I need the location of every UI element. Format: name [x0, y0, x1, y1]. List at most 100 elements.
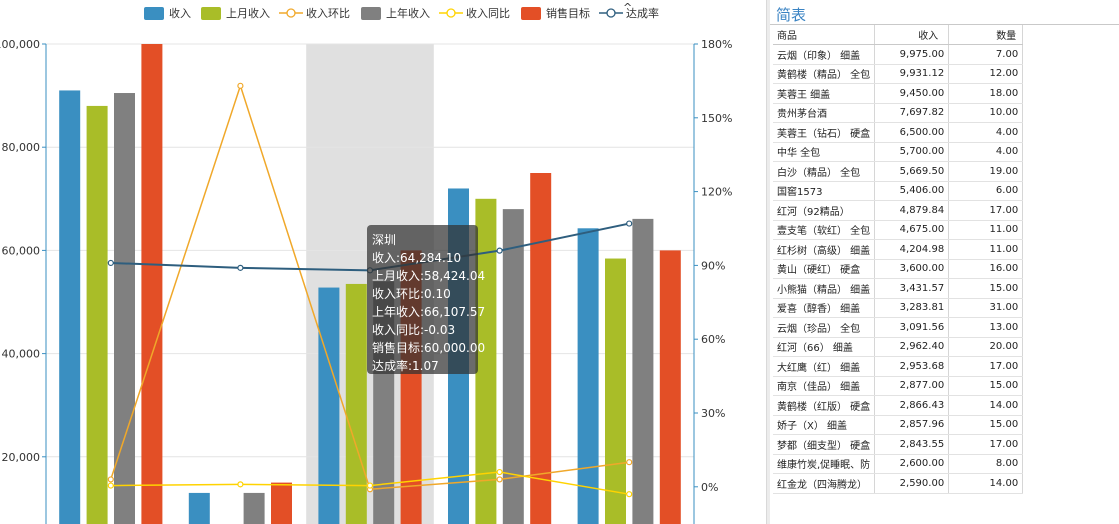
point-达成率[interactable] [237, 264, 244, 271]
column-header-product[interactable]: 商品 [773, 25, 876, 45]
bar-收入[interactable] [59, 90, 81, 524]
legend-swatch-收入[interactable] [144, 7, 164, 20]
bar-上月收入[interactable] [86, 105, 108, 524]
table-row[interactable]: 红河（92精品） 4,879.84 17.00 [773, 200, 1024, 221]
revenue-cell: 2,600.00 [874, 454, 950, 474]
legend-swatch-上年收入[interactable] [361, 7, 381, 20]
table-row[interactable]: 小熊猫（精品） 细盖 3,431.57 15.00 [773, 278, 1024, 299]
table-row[interactable]: 爱喜（醇香） 细盖 3,283.81 31.00 [773, 298, 1024, 318]
bar-上月收入[interactable] [605, 258, 626, 524]
tooltip-line: 上年收入:66,107.57 [372, 305, 486, 319]
summary-table-panel: 简表 商品 收入 数量 云烟（印象） 细盖 9,975.00 7.00 黄鹤楼（精品）… [770, 0, 1119, 524]
point-收入环比[interactable] [496, 476, 503, 483]
table-row[interactable]: 芙蓉王 细盖 9,450.00 18.00 [773, 83, 1024, 104]
collapse-legend-icon[interactable]: ^ [623, 1, 632, 14]
point-收入环比[interactable] [237, 82, 244, 89]
point-收入同比[interactable] [626, 491, 633, 498]
quantity-cell: 17.00 [948, 434, 1024, 455]
product-cell: 芙蓉王（钻石） 硬盒 [773, 122, 876, 143]
table-row[interactable]: 红河（66） 细盖 2,962.40 20.00 [773, 337, 1024, 357]
table-row[interactable]: 大红鹰（红） 细盖 2,953.68 17.00 [773, 356, 1024, 377]
product-cell: 贵州茅台酒 [773, 103, 876, 123]
legend-marker-达成率 [606, 8, 616, 18]
revenue-cell: 5,406.00 [874, 181, 950, 201]
bar-销售目标[interactable] [141, 44, 163, 524]
point-收入环比[interactable] [107, 476, 114, 483]
table-row[interactable]: 红杉树（高级） 细盖 4,204.98 11.00 [773, 239, 1024, 260]
point-达成率[interactable] [496, 247, 503, 254]
legend-label[interactable]: 收入同比 [466, 6, 510, 20]
quantity-cell: 6.00 [948, 181, 1024, 201]
product-cell: 红河（92精品） [773, 200, 876, 221]
bar-上月收入[interactable] [345, 283, 367, 524]
revenue-cell: 3,091.56 [874, 317, 950, 338]
revenue-cell: 4,879.84 [874, 200, 950, 221]
quantity-cell: 11.00 [948, 220, 1024, 240]
table-row[interactable]: 红金龙（四海腾龙） 2,590.00 14.00 [773, 473, 1024, 494]
point-收入同比[interactable] [237, 481, 244, 488]
table-row[interactable]: 娇子（X） 细盖 2,857.96 15.00 [773, 415, 1024, 435]
y-left-tick-label: 100,000 [0, 38, 40, 51]
column-header-quantity[interactable]: 数量 [948, 25, 1024, 45]
table-row[interactable]: 黄鹤楼（红版） 硬盒 2,866.43 14.00 [773, 395, 1024, 416]
point-收入同比[interactable] [366, 482, 374, 489]
bar-销售目标[interactable] [271, 482, 292, 524]
table-row[interactable]: 云烟（珍品） 全包 3,091.56 13.00 [773, 317, 1024, 338]
table-row[interactable]: 壹支笔（软红） 全包 4,675.00 11.00 [773, 220, 1024, 240]
point-收入同比[interactable] [107, 482, 114, 489]
point-收入同比[interactable] [496, 468, 503, 476]
table-row[interactable]: 南京（佳品） 细盖 2,877.00 15.00 [773, 376, 1024, 396]
table-row[interactable]: 芙蓉王（钻石） 硬盒 6,500.00 4.00 [773, 122, 1024, 143]
point-达成率[interactable] [626, 220, 633, 227]
bar-上年收入[interactable] [243, 492, 265, 524]
bar-收入[interactable] [188, 492, 210, 524]
revenue-cell: 3,431.57 [874, 278, 950, 299]
panel-splitter[interactable] [766, 0, 770, 524]
legend-swatch-上月收入[interactable] [201, 7, 221, 20]
table-row[interactable]: 云烟（印象） 细盖 9,975.00 7.00 [773, 44, 1024, 65]
table-row[interactable]: 黄山（硬红） 硬盒 3,600.00 16.00 [773, 259, 1024, 279]
tooltip-line: 收入:64,284.10 [372, 251, 462, 265]
revenue-cell: 2,962.40 [874, 337, 950, 357]
revenue-cell: 9,450.00 [874, 83, 950, 104]
legend-label[interactable]: 达成率 [626, 6, 659, 20]
table-row[interactable]: 梦都（细支型） 硬盒 2,843.55 17.00 [773, 434, 1024, 455]
bar-上月收入[interactable] [475, 198, 497, 524]
y-right-tick-label: 150% [701, 112, 732, 125]
product-cell: 中华 全包 [773, 142, 876, 162]
legend-label[interactable]: 上月收入 [226, 6, 270, 20]
table-row[interactable]: 中华 全包 5,700.00 4.00 [773, 142, 1024, 162]
legend-label[interactable]: 上年收入 [386, 6, 430, 20]
bar-销售目标[interactable] [530, 173, 552, 524]
revenue-cell: 2,590.00 [874, 473, 950, 494]
point-收入环比[interactable] [626, 459, 633, 466]
legend-label[interactable]: 收入环比 [306, 6, 350, 20]
column-header-revenue[interactable]: 收入 [874, 25, 950, 45]
tooltip-line: 深圳 [372, 233, 397, 247]
bar-上年收入[interactable] [502, 209, 524, 524]
product-cell: 红金龙（四海腾龙） [773, 473, 876, 494]
table-row[interactable]: 维康竹炭,促睡眠、防 2,600.00 8.00 [773, 454, 1024, 474]
legend-label[interactable]: 收入 [169, 6, 191, 20]
bar-收入[interactable] [577, 228, 599, 524]
quantity-cell: 15.00 [948, 415, 1024, 435]
quantity-cell: 17.00 [948, 200, 1024, 221]
bar-上年收入[interactable] [114, 93, 135, 524]
product-cell: 黄鹤楼（红版） 硬盒 [773, 395, 876, 416]
bar-上年收入[interactable] [632, 218, 654, 524]
table-row[interactable]: 贵州茅台酒 7,697.82 10.00 [773, 103, 1024, 123]
quantity-cell: 18.00 [948, 83, 1024, 104]
table-row[interactable]: 白沙（精品） 全包 5,669.50 19.00 [773, 161, 1024, 182]
revenue-cell: 4,204.98 [874, 239, 950, 260]
product-cell: 爱喜（醇香） 细盖 [773, 298, 876, 318]
table-title-divider [770, 24, 1119, 25]
bar-销售目标[interactable] [659, 250, 681, 524]
quantity-cell: 31.00 [948, 298, 1024, 318]
point-达成率[interactable] [107, 259, 114, 267]
legend-swatch-销售目标[interactable] [521, 7, 541, 20]
legend-label[interactable]: 销售目标 [546, 6, 590, 20]
y-right-tick-label: 60% [701, 333, 725, 346]
table-row[interactable]: 国窖1573 5,406.00 6.00 [773, 181, 1024, 201]
table-row[interactable]: 黄鹤楼（精品） 全包 9,931.12 12.00 [773, 64, 1024, 84]
bar-收入[interactable] [318, 287, 340, 524]
